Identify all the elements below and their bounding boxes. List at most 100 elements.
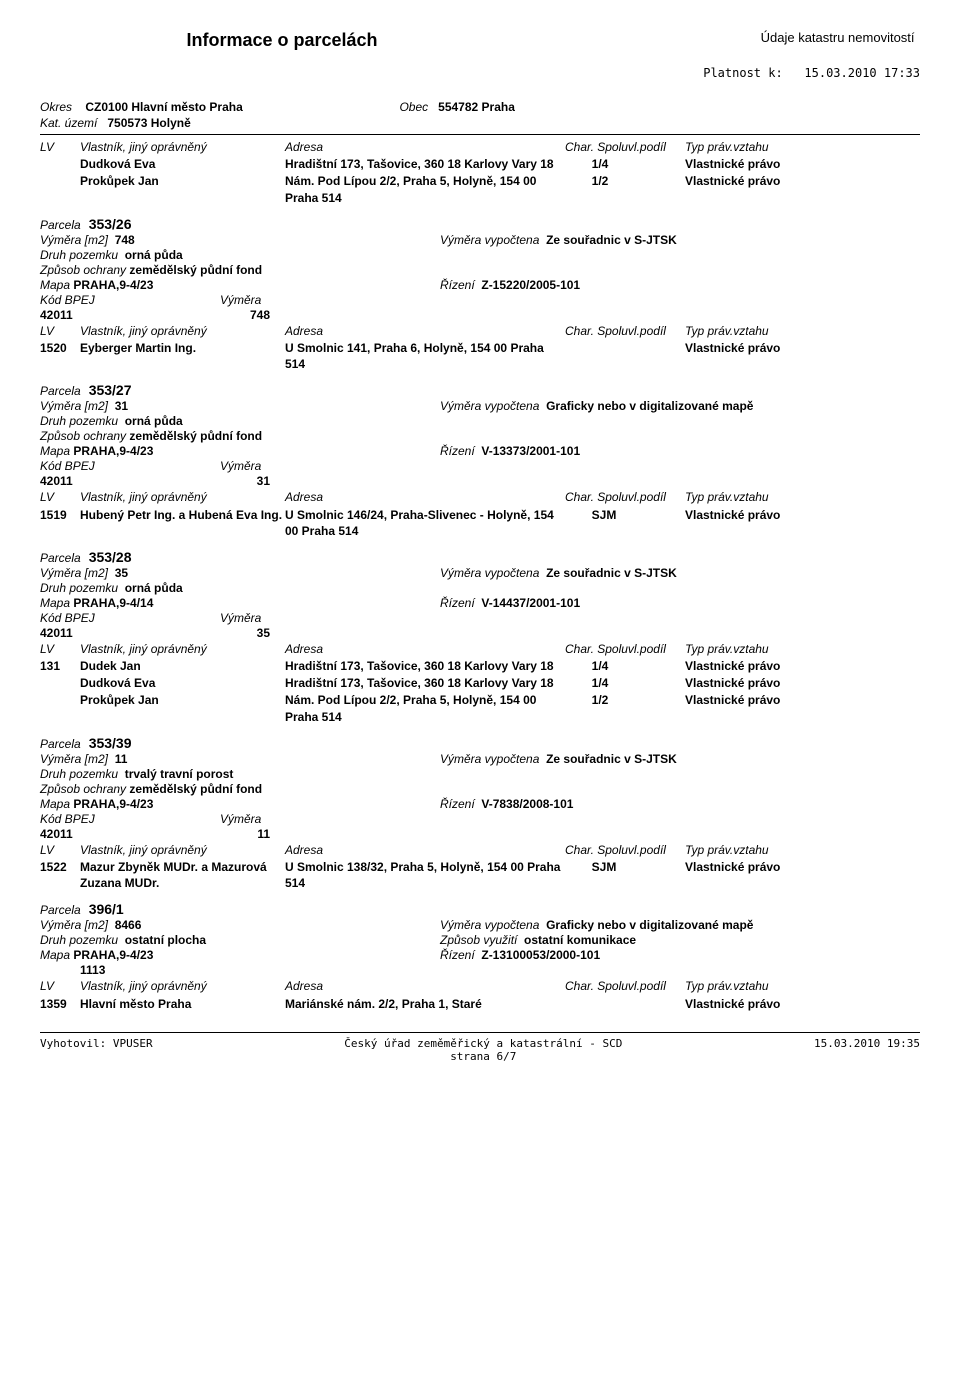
owner-row: Prokůpek JanNám. Pod Lípou 2/2, Praha 5,… (40, 692, 920, 724)
region-okres: Okres CZ0100 Hlavní město Praha Obec 554… (40, 100, 920, 114)
hdr-share: Char. Spoluvl.podíl (565, 139, 685, 155)
owner-row: 131Dudek JanHradištní 173, Tašovice, 360… (40, 658, 920, 674)
parcel-id-line: Parcela353/26 (40, 216, 920, 232)
parcel-type-line: Druh pozemku orná půda (40, 581, 920, 595)
owner-name: Hubený Petr Ing. a Hubená Eva Ing. (80, 507, 285, 539)
owner-right: Vlastnické právo (685, 692, 920, 724)
parcel-map-line: Mapa PRAHA,9-4/14Řízení V-14437/2001-101 (40, 596, 920, 610)
owner-name: Prokůpek Jan (80, 173, 285, 205)
owner-name: Hlavní město Praha (80, 996, 285, 1012)
owner-row: 1359Hlavní město PrahaMariánské nám. 2/2… (40, 996, 920, 1012)
footer-center2: strana 6/7 (450, 1050, 516, 1063)
owner-name: Dudková Eva (80, 156, 285, 172)
validity-label: Platnost k: (703, 66, 782, 80)
page-title: Informace o parcelách (40, 30, 524, 51)
parcel-id-line: Parcela353/28 (40, 549, 920, 565)
owner-address: U Smolnic 141, Praha 6, Holyně, 154 00 P… (285, 340, 565, 372)
parcel-protection-line: Způsob ochrany zemědělský půdní fond (40, 429, 920, 443)
hdr-lv: LV (40, 139, 80, 155)
parcel-area-line: Výměra [m2] 8466Výměra vypočtena Grafick… (40, 918, 920, 932)
divider (40, 134, 920, 135)
page-footer: Vyhotovil: VPUSER Český úřad zeměměřický… (40, 1032, 920, 1063)
kat-label: Kat. území (40, 116, 97, 130)
owners-header-row: LVVlastník, jiný oprávněnýAdresaChar. Sp… (40, 842, 920, 858)
owner-lv (40, 173, 80, 205)
bpej-header: Kód BPEJVýměra (40, 293, 920, 307)
owners-header-row: LVVlastník, jiný oprávněnýAdresaChar. Sp… (40, 978, 920, 994)
owner-right: Vlastnické právo (685, 859, 920, 891)
parcel-map-line: Mapa PRAHA,9-4/23Řízení Z-15220/2005-101 (40, 278, 920, 292)
region-kat: Kat. území 750573 Holyně (40, 116, 920, 130)
owner-name: Mazur Zbyněk MUDr. a Mazurová Zuzana MUD… (80, 859, 285, 891)
owners-header-row: LVVlastník, jiný oprávněnýAdresaChar. Sp… (40, 323, 920, 339)
hdr-right: Typ práv.vztahu (685, 139, 920, 155)
owner-address: U Smolnic 146/24, Praha-Slivenec - Holyn… (285, 507, 565, 539)
parcel-extra: 1113 (40, 963, 920, 977)
owner-name: Eyberger Martin Ing. (80, 340, 285, 372)
owner-share: SJM (565, 859, 685, 891)
owner-lv: 1520 (40, 340, 80, 372)
owner-lv (40, 156, 80, 172)
owners-header-row: LVVlastník, jiný oprávněnýAdresaChar. Sp… (40, 641, 920, 657)
parcel-protection-line: Způsob ochrany zemědělský půdní fond (40, 263, 920, 277)
obec-label: Obec (399, 100, 428, 114)
parcel-type-line: Druh pozemku orná půda (40, 414, 920, 428)
owner-lv: 1519 (40, 507, 80, 539)
parcel-map-line: Mapa PRAHA,9-4/23Řízení V-7838/2008-101 (40, 797, 920, 811)
owner-address: Hradištní 173, Tašovice, 360 18 Karlovy … (285, 156, 565, 172)
parcel-area-line: Výměra [m2] 11Výměra vypočtena Ze souřad… (40, 752, 920, 766)
okres-label: Okres (40, 100, 72, 114)
parcel-block: Parcela353/27Výměra [m2] 31Výměra vypočt… (40, 382, 920, 539)
owner-lv (40, 675, 80, 691)
parcels-container: Parcela353/26Výměra [m2] 748Výměra vypoč… (40, 216, 920, 1012)
owner-share: 1/4 (565, 156, 685, 172)
page-subtitle: Údaje katastru nemovitostí (527, 30, 914, 45)
okres-value: CZ0100 Hlavní město Praha (85, 100, 242, 114)
owner-share (565, 996, 685, 1012)
bpej-row: 4201135 (40, 626, 920, 640)
bpej-row: 4201131 (40, 474, 920, 488)
owner-right: Vlastnické právo (685, 675, 920, 691)
owner-address: Nám. Pod Lípou 2/2, Praha 5, Holyně, 154… (285, 692, 565, 724)
bpej-header: Kód BPEJVýměra (40, 459, 920, 473)
owner-address: Mariánské nám. 2/2, Praha 1, Staré (285, 996, 565, 1012)
kat-value: 750573 Holyně (107, 116, 190, 130)
owner-right: Vlastnické právo (685, 658, 920, 674)
bpej-header: Kód BPEJVýměra (40, 611, 920, 625)
owner-share: 1/4 (565, 675, 685, 691)
owner-row: 1520Eyberger Martin Ing.U Smolnic 141, P… (40, 340, 920, 372)
owner-row: 1519Hubený Petr Ing. a Hubená Eva Ing.U … (40, 507, 920, 539)
parcel-block: Parcela396/1Výměra [m2] 8466Výměra vypoč… (40, 901, 920, 1011)
parcel-type-line: Druh pozemku orná půda (40, 248, 920, 262)
parcel-protection-line: Způsob ochrany zemědělský půdní fond (40, 782, 920, 796)
owner-lv (40, 692, 80, 724)
parcel-id-line: Parcela353/27 (40, 382, 920, 398)
parcel-map-line: Mapa PRAHA,9-4/23Řízení Z-13100053/2000-… (40, 948, 920, 962)
owner-share (565, 340, 685, 372)
footer-center1: Český úřad zeměměřický a katastrální - S… (344, 1037, 622, 1050)
owner-lv: 1522 (40, 859, 80, 891)
owner-lv: 1359 (40, 996, 80, 1012)
bpej-row: 4201111 (40, 827, 920, 841)
owner-row: Dudková EvaHradištní 173, Tašovice, 360 … (40, 156, 920, 172)
owners-header-row: LV Vlastník, jiný oprávněný Adresa Char.… (40, 139, 920, 155)
owner-address: Nám. Pod Lípou 2/2, Praha 5, Holyně, 154… (285, 173, 565, 205)
footer-left: Vyhotovil: VPUSER (40, 1037, 153, 1063)
parcel-block: Parcela353/28Výměra [m2] 35Výměra vypočt… (40, 549, 920, 725)
parcel-id-line: Parcela396/1 (40, 901, 920, 917)
owner-row: Dudková EvaHradištní 173, Tašovice, 360 … (40, 675, 920, 691)
footer-center: Český úřad zeměměřický a katastrální - S… (153, 1037, 814, 1063)
owner-name: Prokůpek Jan (80, 692, 285, 724)
owner-name: Dudková Eva (80, 675, 285, 691)
parcel-id-line: Parcela353/39 (40, 735, 920, 751)
parcel-area-line: Výměra [m2] 748Výměra vypočtena Ze souřa… (40, 233, 920, 247)
hdr-address: Adresa (285, 139, 565, 155)
owner-lv: 131 (40, 658, 80, 674)
owner-right: Vlastnické právo (685, 173, 920, 205)
parcel-block: Parcela353/39Výměra [m2] 11Výměra vypočt… (40, 735, 920, 892)
parcel-type-line: Druh pozemku trvalý travní porost (40, 767, 920, 781)
bpej-row: 42011748 (40, 308, 920, 322)
footer-right: 15.03.2010 19:35 (814, 1037, 920, 1063)
owner-address: U Smolnic 138/32, Praha 5, Holyně, 154 0… (285, 859, 565, 891)
parcel-type-line: Druh pozemku ostatní plochaZpůsob využit… (40, 933, 920, 947)
